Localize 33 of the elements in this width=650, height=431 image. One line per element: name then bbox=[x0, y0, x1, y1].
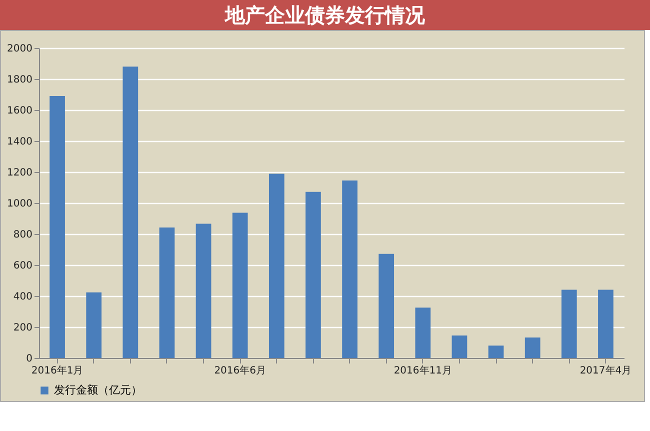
y-tick-label: 0 bbox=[26, 354, 32, 364]
x-tick-label: 2017年4月 bbox=[580, 364, 632, 376]
chart-title: 地产企业债券发行情况 bbox=[0, 0, 650, 30]
x-tick-label: 2016年1月 bbox=[31, 364, 84, 376]
y-tick-label: 1200 bbox=[7, 168, 32, 178]
bar bbox=[488, 346, 504, 358]
y-tick-label: 1400 bbox=[7, 136, 32, 148]
y-tick-label: 800 bbox=[13, 230, 32, 240]
y-tick-label: 400 bbox=[13, 292, 32, 302]
bar bbox=[342, 180, 358, 358]
bar bbox=[196, 224, 212, 358]
bar bbox=[415, 308, 431, 358]
y-tick-label: 200 bbox=[13, 322, 32, 334]
bar bbox=[232, 212, 248, 358]
bar bbox=[50, 96, 65, 358]
legend-label: 发行金额（亿元） bbox=[54, 384, 142, 396]
bar bbox=[561, 290, 577, 358]
y-tick-label: 2000 bbox=[7, 44, 32, 54]
bar bbox=[598, 290, 614, 358]
y-tick-label: 600 bbox=[13, 260, 32, 272]
y-tick-label: 1600 bbox=[7, 106, 32, 116]
bar bbox=[524, 338, 540, 358]
bar bbox=[268, 174, 284, 358]
y-tick-label: 1800 bbox=[7, 74, 32, 86]
bar bbox=[86, 292, 102, 358]
x-tick-label: 2016年11月 bbox=[394, 364, 452, 376]
bar bbox=[159, 227, 175, 358]
bar bbox=[378, 254, 394, 358]
bar bbox=[122, 66, 138, 358]
y-tick-label: 1000 bbox=[7, 198, 32, 210]
x-tick-label: 2016年6月 bbox=[214, 364, 266, 376]
bar bbox=[306, 192, 321, 358]
bar bbox=[452, 336, 468, 358]
